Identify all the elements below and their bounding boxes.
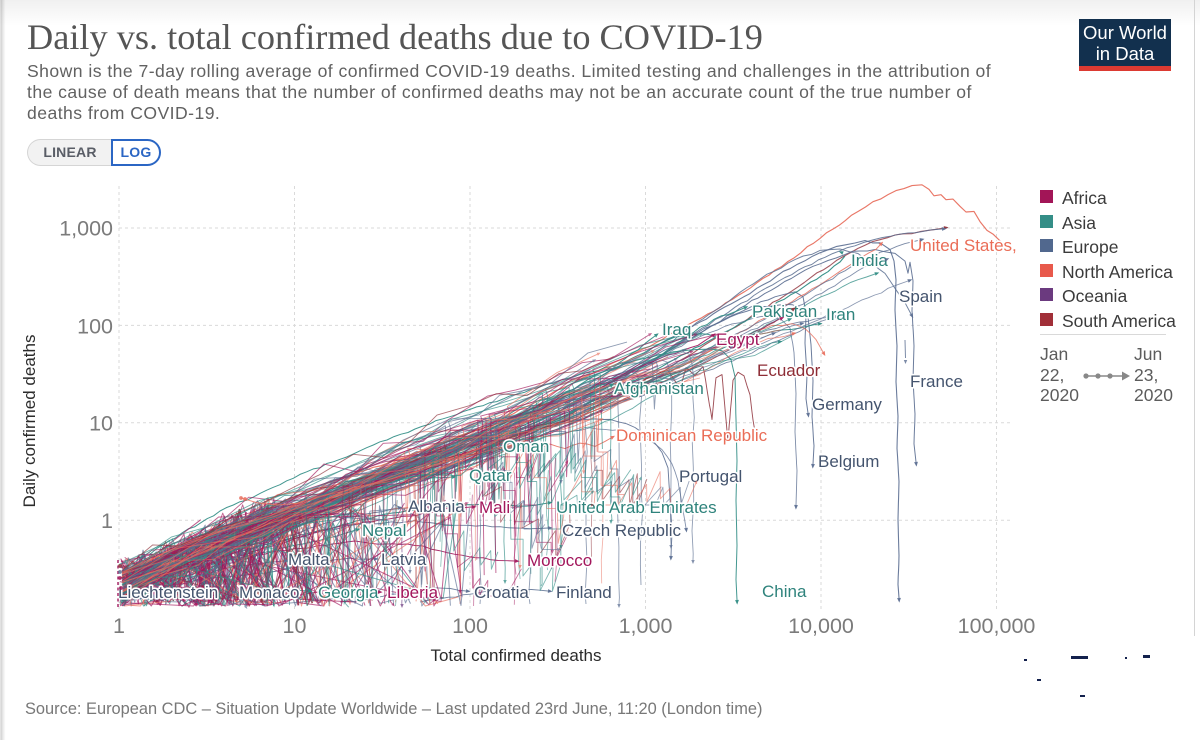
svg-text:Spain: Spain	[899, 287, 942, 306]
svg-text:China: China	[762, 582, 807, 601]
svg-text:10: 10	[283, 614, 307, 638]
svg-text:10: 10	[89, 412, 113, 436]
svg-text:France: France	[910, 372, 963, 391]
svg-text:Germany: Germany	[812, 395, 882, 414]
svg-text:Malta: Malta	[288, 550, 330, 569]
svg-text:Pakistan: Pakistan	[752, 302, 817, 321]
svg-text:Iraq: Iraq	[662, 320, 691, 339]
svg-text:Monaco: Monaco	[239, 583, 299, 602]
svg-text:Portugal: Portugal	[679, 467, 742, 486]
svg-text:Qatar: Qatar	[469, 466, 512, 485]
svg-text:Latvia: Latvia	[381, 550, 427, 569]
svg-text:100,000: 100,000	[958, 614, 1036, 638]
svg-text:Iran: Iran	[826, 305, 855, 324]
svg-text:Croatia: Croatia	[474, 583, 529, 602]
svg-text:Egypt: Egypt	[716, 330, 760, 349]
svg-text:India: India	[851, 251, 888, 270]
svg-text:100: 100	[452, 614, 488, 638]
svg-text:1,000: 1,000	[619, 614, 673, 638]
svg-text:Nepal: Nepal	[362, 521, 406, 540]
svg-text:Mali: Mali	[479, 498, 510, 517]
svg-text:Morocco: Morocco	[527, 551, 592, 570]
svg-text:1: 1	[101, 509, 113, 533]
svg-text:Dominican Republic: Dominican Republic	[616, 426, 768, 445]
svg-text:1,000: 1,000	[59, 217, 113, 241]
svg-text:Ecuador: Ecuador	[757, 361, 821, 380]
svg-text:Georgia: Georgia	[318, 583, 379, 602]
svg-text:Finland: Finland	[556, 583, 612, 602]
svg-text:Oman: Oman	[503, 437, 549, 456]
svg-text:Belgium: Belgium	[818, 452, 879, 471]
svg-text:Afghanistan: Afghanistan	[614, 379, 704, 398]
svg-text:Liberia: Liberia	[387, 583, 439, 602]
svg-text:1: 1	[113, 614, 125, 638]
svg-text:Daily confirmed deaths: Daily confirmed deaths	[20, 335, 39, 508]
svg-text:United States,: United States,	[910, 236, 1017, 255]
svg-text:100: 100	[77, 314, 113, 338]
svg-text:Czech Republic: Czech Republic	[562, 521, 682, 540]
svg-text:10,000: 10,000	[788, 614, 854, 638]
svg-text:United Arab Emirates: United Arab Emirates	[556, 498, 717, 517]
svg-text:Albania: Albania	[408, 497, 465, 516]
svg-text:Liechtenstein: Liechtenstein	[118, 583, 218, 602]
svg-text:Total confirmed deaths: Total confirmed deaths	[430, 646, 601, 665]
